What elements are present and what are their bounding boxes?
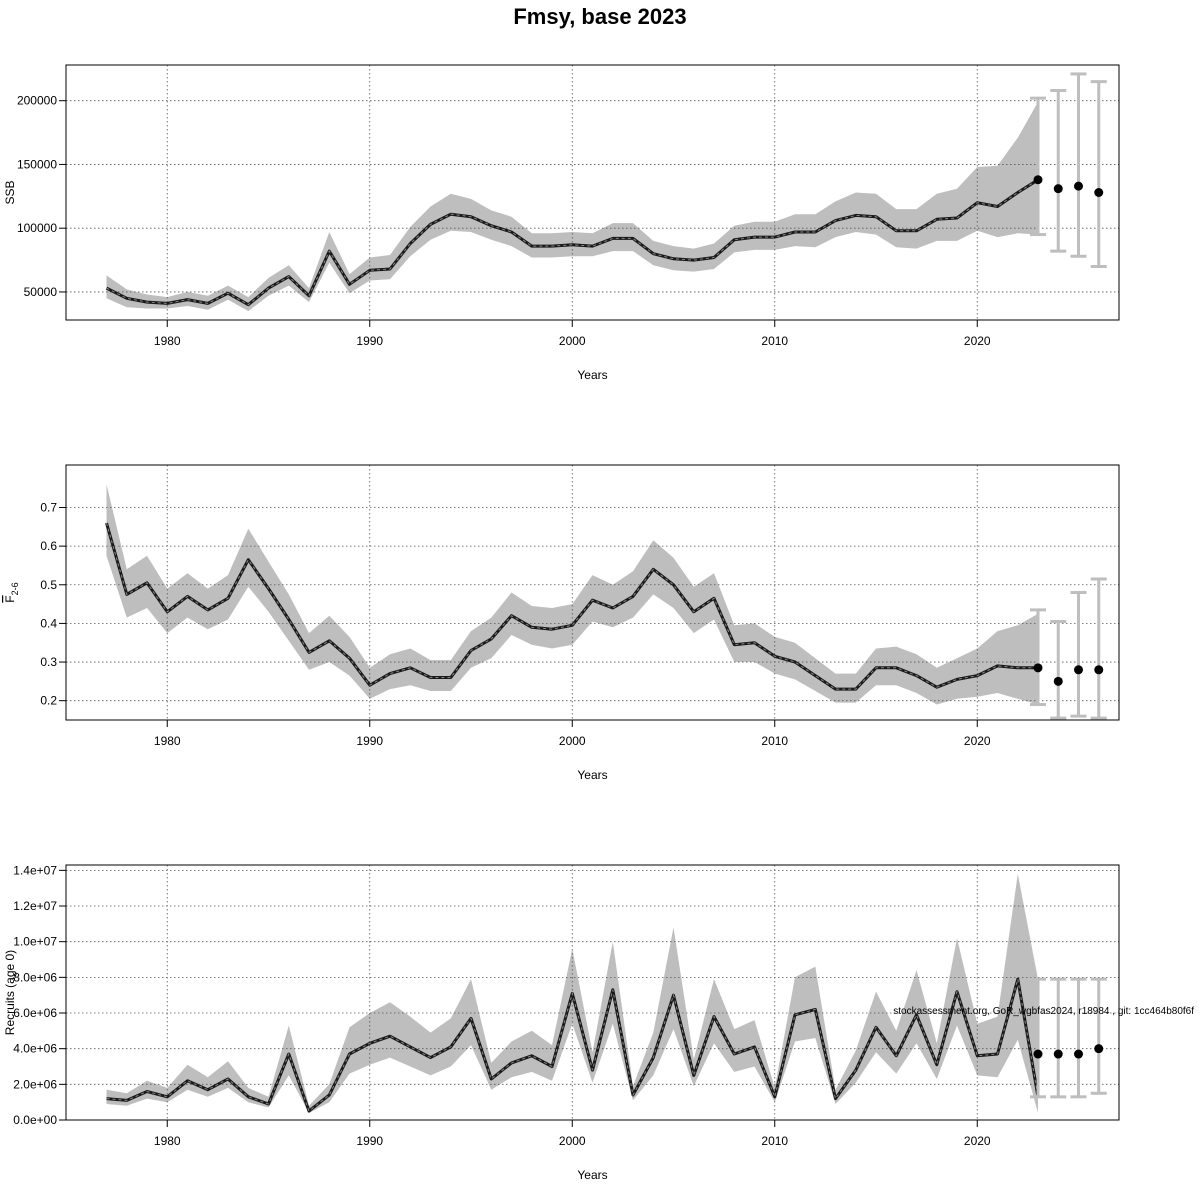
forecast-point <box>1074 1049 1083 1059</box>
x-tick-label: 2010 <box>761 1134 788 1148</box>
y-tick-label: 0.0e+00 <box>13 1113 57 1127</box>
forecast-error-bar <box>1070 977 1087 1099</box>
y-axis-label-subscript: 2-6 <box>10 582 20 595</box>
y-tick-label: 1.0e+07 <box>13 935 57 949</box>
estimate-line-dash <box>106 522 1038 690</box>
forecast-error-bar <box>1030 977 1046 1099</box>
forecast-point <box>1094 1044 1104 1054</box>
ssb-panel: 1980 1990 2000 2010 2020 50000 100000 150000 200… <box>3 64 1120 382</box>
y-tick-label: 0.5 <box>40 578 57 592</box>
y-tick-label: 0.3 <box>40 655 57 669</box>
forecast-error-bar <box>1090 80 1107 268</box>
forecast-error-bar <box>1050 619 1067 720</box>
x-axis-label: Years <box>577 368 607 382</box>
plot-frame <box>65 864 1120 1121</box>
y-tick-label: 150000 <box>17 157 57 171</box>
x-tick-label: 2020 <box>964 334 991 348</box>
forecast-error-bar <box>1050 89 1067 253</box>
forecast-point <box>1033 175 1043 185</box>
forecast-error-bar <box>1090 577 1107 720</box>
y-tick-label: 0.6 <box>40 539 57 553</box>
x-tick-label: 1990 <box>356 1134 383 1148</box>
forecast-point <box>1033 663 1043 673</box>
plot-frame <box>65 464 1120 721</box>
x-tick-label: 1990 <box>356 334 383 348</box>
y-tick-label: 1.4e+07 <box>13 863 57 877</box>
forecast-error-bar <box>1050 977 1067 1099</box>
y-axis-label: SSB <box>3 180 17 204</box>
y-tick-label: 8.0e+06 <box>13 970 57 984</box>
x-axis-label: Years <box>577 1168 607 1182</box>
forecast-error-bar <box>1030 608 1046 707</box>
y-tick-label: 2.0e+06 <box>13 1077 57 1091</box>
forecast-point <box>1053 1049 1063 1059</box>
forecast-point <box>1033 1049 1043 1059</box>
forecast-error-bar <box>1030 96 1046 237</box>
y-axis-label: F2-6 <box>3 582 20 602</box>
y-tick-label: 50000 <box>24 285 58 299</box>
y-tick-label: 6.0e+06 <box>13 1006 57 1020</box>
confidence-band <box>106 102 1038 312</box>
x-tick-label: 2010 <box>761 334 788 348</box>
y-tick-label: 200000 <box>17 94 57 108</box>
forecast-point <box>1053 676 1063 686</box>
forecast-point <box>1074 181 1083 191</box>
x-tick-label: 2000 <box>559 334 586 348</box>
forecast-point <box>1094 665 1104 675</box>
y-tick-label: 100000 <box>17 221 57 235</box>
figure-title: Fmsy, base 2023 <box>513 4 686 29</box>
plot-frame <box>65 64 1120 321</box>
forecast-point <box>1053 184 1063 194</box>
x-tick-label: 2020 <box>964 734 991 748</box>
estimate-line-dash <box>106 978 1039 1112</box>
y-tick-label: 1.2e+07 <box>13 899 57 913</box>
y-tick-label: 4.0e+06 <box>13 1042 57 1056</box>
footer-note: stockassessment.org, GoR_wgbfas2024, r18… <box>893 1006 1194 1017</box>
y-tick-label: 0.2 <box>40 694 57 708</box>
x-tick-label: 2010 <box>761 734 788 748</box>
x-tick-label: 1980 <box>154 334 181 348</box>
estimate-line-dash <box>106 179 1039 306</box>
forecast-point <box>1094 188 1104 197</box>
recruits-panel: 1980 1990 2000 2010 2020 0.0e+00 2.0e+06 4.0e+0… <box>3 863 1120 1182</box>
forecast-point <box>1074 665 1083 675</box>
forecast-error-bar <box>1070 72 1087 258</box>
y-axis-label: Recruits (age 0) <box>3 950 17 1035</box>
y-axis-label-symbol: F <box>3 595 17 602</box>
x-tick-label: 1990 <box>356 734 383 748</box>
x-tick-label: 2000 <box>559 734 586 748</box>
y-tick-label: 0.4 <box>40 616 57 630</box>
x-tick-label: 1980 <box>154 734 181 748</box>
fishing-mortality-panel: 1980 1990 2000 2010 2020 0.2 0.3 0.4 0.5 0.6 0.7 Ye… <box>3 464 1120 782</box>
forecast-error-bar <box>1070 591 1087 718</box>
x-axis-label: Years <box>577 768 607 782</box>
x-tick-label: 2000 <box>559 1134 586 1148</box>
forecast-error-bar <box>1090 977 1107 1095</box>
x-tick-label: 1980 <box>154 1134 181 1148</box>
x-tick-label: 2020 <box>964 1134 991 1148</box>
y-tick-label: 0.7 <box>40 501 57 515</box>
